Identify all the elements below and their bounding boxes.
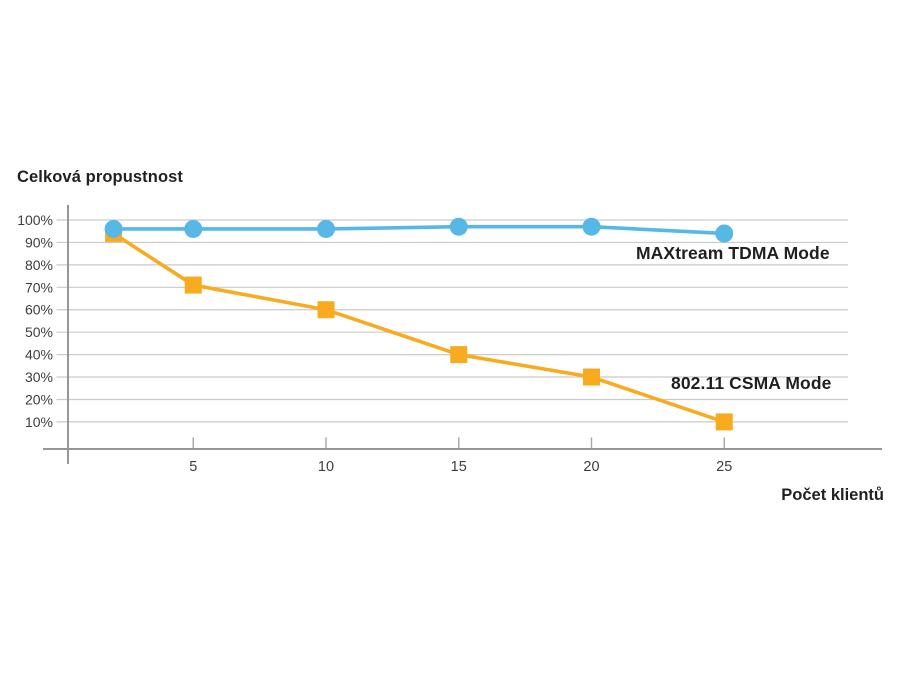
y-tick-label: 10% xyxy=(25,414,53,430)
x-tick-label: 10 xyxy=(318,459,334,475)
tdma-data-point xyxy=(184,219,203,238)
csma-series-line xyxy=(112,231,725,424)
y-tick-label: 30% xyxy=(25,369,53,385)
tdma-data-point xyxy=(449,217,468,236)
y-tick-label: 20% xyxy=(25,391,53,407)
y-tick-label: 100% xyxy=(17,212,53,228)
y-tick-label: 60% xyxy=(25,302,53,318)
csma-data-point xyxy=(583,368,600,386)
y-tick-label: 70% xyxy=(25,279,53,295)
y-tick-label: 80% xyxy=(25,257,53,273)
y-tick-label: 90% xyxy=(25,234,53,250)
chart-title: Celková propustnost xyxy=(17,168,184,186)
tdma-data-point xyxy=(104,219,123,238)
tdma-series-label: MAXtream TDMA Mode xyxy=(636,243,830,263)
y-tick-label: 40% xyxy=(25,347,53,363)
x-tick-label: 25 xyxy=(716,459,732,475)
tdma-data-point xyxy=(317,219,335,238)
csma-data-point xyxy=(450,346,468,364)
x-axis-label: Počet klientů xyxy=(781,486,884,504)
csma-data-point xyxy=(184,276,202,294)
x-tick-label: 5 xyxy=(189,459,197,475)
x-tick-label: 15 xyxy=(451,459,467,475)
tdma-data-point xyxy=(582,217,601,236)
tdma-data-point xyxy=(715,224,734,243)
csma-data-point xyxy=(715,413,733,431)
csma-data-point xyxy=(317,301,335,319)
y-tick-label: 50% xyxy=(25,324,53,340)
csma-series-label: 802.11 CSMA Mode xyxy=(671,373,832,393)
x-tick-label: 20 xyxy=(583,459,599,475)
tdma-series-line xyxy=(113,224,725,236)
